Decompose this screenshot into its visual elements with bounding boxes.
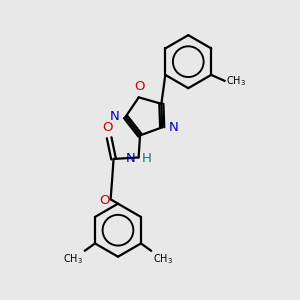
Text: H: H [142,152,152,165]
Text: O: O [134,80,145,93]
Text: O: O [99,194,110,207]
Text: O: O [102,121,113,134]
Text: N: N [169,121,178,134]
Text: CH$_3$: CH$_3$ [226,74,246,88]
Text: CH$_3$: CH$_3$ [153,252,173,266]
Text: CH$_3$: CH$_3$ [63,252,83,266]
Text: N: N [109,110,119,123]
Text: N: N [125,152,135,165]
